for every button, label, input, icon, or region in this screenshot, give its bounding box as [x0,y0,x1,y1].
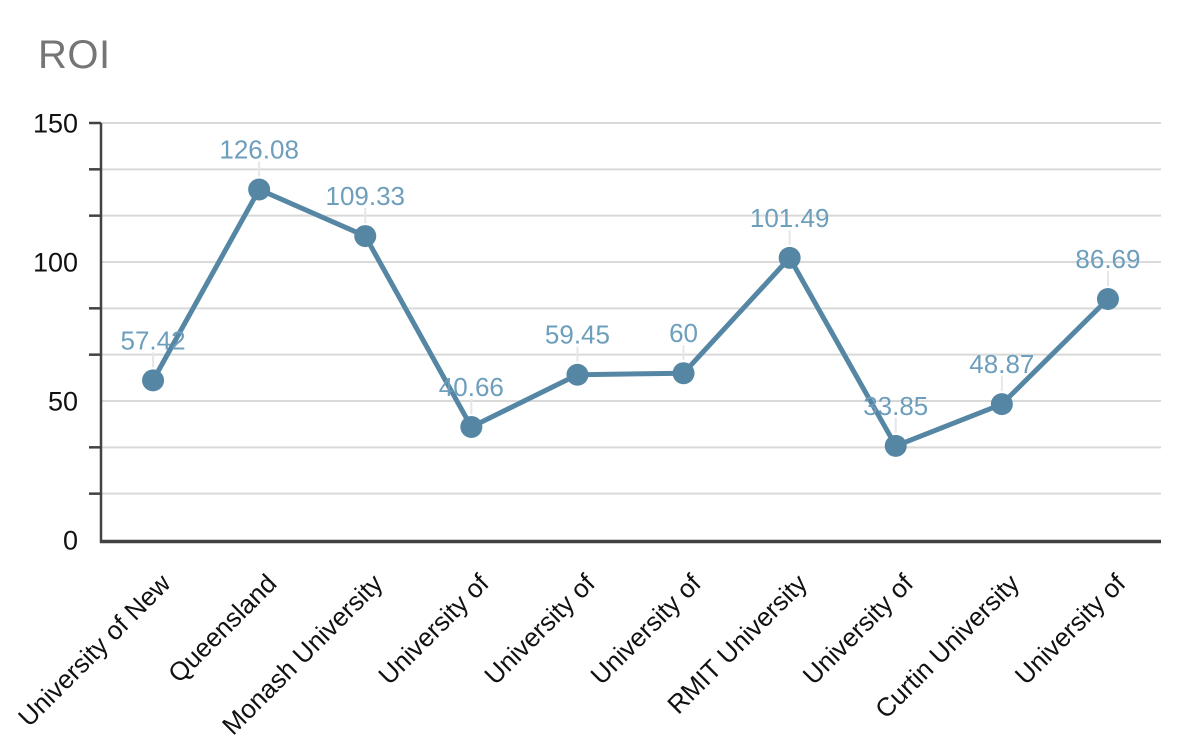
x-axis-category-label: University of [372,567,495,690]
data-point-value-label: 57.42 [121,325,186,355]
data-point-marker[interactable] [566,363,589,386]
data-point-marker[interactable] [884,434,907,457]
data-point-marker[interactable] [1096,288,1119,311]
data-point-marker[interactable] [778,246,801,269]
chart-title: ROI [38,33,111,77]
data-point-value-label: 101.49 [750,203,830,233]
x-axis-category-label: University of New [12,568,176,732]
data-point-value-label: 86.69 [1075,244,1140,274]
x-axis-category-label: University of [478,567,601,690]
data-point-marker[interactable] [990,393,1013,416]
data-point-value-label: 60 [669,318,698,348]
y-axis-tick-label: 50 [48,387,78,417]
data-point-marker[interactable] [354,225,377,248]
series-line-roi [150,186,1111,449]
data-point-value-label: 40.66 [439,372,504,402]
data-point-value-label: 33.85 [863,391,928,421]
y-axis-tick-label: 150 [33,109,78,139]
y-axis-tick-label: 100 [33,248,78,278]
x-axis-category-label: University of [1009,567,1132,690]
data-point-value-label: 48.87 [969,349,1034,379]
data-point-value-label: 59.45 [545,320,610,350]
data-point-value-label: 109.33 [325,181,405,211]
data-point-marker[interactable] [248,178,271,201]
data-point-marker[interactable] [142,369,165,392]
data-point-marker[interactable] [460,415,483,438]
data-point-marker[interactable] [672,362,695,385]
y-axis-tick-label: 0 [63,526,78,556]
data-point-value-label: 126.08 [219,134,299,164]
